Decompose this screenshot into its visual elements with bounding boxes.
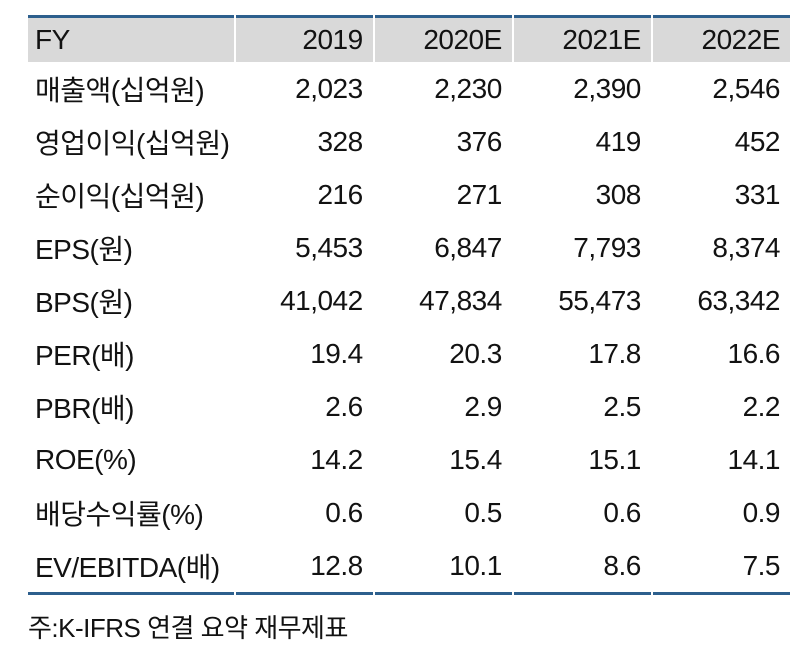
table-cell: 216 — [235, 168, 373, 221]
column-header-2019: 2019 — [235, 15, 373, 62]
column-header-2021e: 2021E — [513, 15, 651, 62]
table-cell: 7,793 — [513, 221, 651, 274]
table-cell: 2,023 — [235, 62, 373, 115]
table-cell: 2.5 — [513, 380, 651, 433]
table-row-bps: BPS(원) 41,042 47,834 55,473 63,342 — [28, 274, 790, 327]
table-cell: 12.8 — [235, 539, 373, 595]
table-cell: 2.6 — [235, 380, 373, 433]
table-cell: 331 — [652, 168, 790, 221]
column-header-fy: FY — [28, 15, 234, 62]
table-cell: 8,374 — [652, 221, 790, 274]
table-cell: 452 — [652, 115, 790, 168]
table-cell: 20.3 — [374, 327, 512, 380]
table-footnote: 주:K-IFRS 연결 요약 재무제표 — [28, 613, 348, 643]
table-cell: 5,453 — [235, 221, 373, 274]
table-cell: 7.5 — [652, 539, 790, 595]
table-cell: 0.9 — [652, 486, 790, 539]
row-label: EPS(원) — [28, 221, 234, 274]
table-cell: 63,342 — [652, 274, 790, 327]
column-header-2020e: 2020E — [374, 15, 512, 62]
table-cell: 2,546 — [652, 62, 790, 115]
table-cell: 15.1 — [513, 433, 651, 486]
row-label: EV/EBITDA(배) — [28, 539, 234, 595]
table-cell: 0.6 — [513, 486, 651, 539]
table-cell: 0.6 — [235, 486, 373, 539]
table-cell: 19.4 — [235, 327, 373, 380]
row-label: BPS(원) — [28, 274, 234, 327]
table-cell: 419 — [513, 115, 651, 168]
table-cell: 376 — [374, 115, 512, 168]
table-row-revenue: 매출액(십억원) 2,023 2,230 2,390 2,546 — [28, 62, 790, 115]
table-row-roe: ROE(%) 14.2 15.4 15.1 14.1 — [28, 433, 790, 486]
table-row-dividend-yield: 배당수익률(%) 0.6 0.5 0.6 0.9 — [28, 486, 790, 539]
table-cell: 6,847 — [374, 221, 512, 274]
table-cell: 0.5 — [374, 486, 512, 539]
financial-summary-table: FY 2019 2020E 2021E 2022E 매출액(십억원) 2,023… — [26, 15, 792, 595]
table-row-ev-ebitda: EV/EBITDA(배) 12.8 10.1 8.6 7.5 — [28, 539, 790, 595]
row-label: 매출액(십억원) — [28, 62, 234, 115]
row-label: PER(배) — [28, 327, 234, 380]
table-cell: 55,473 — [513, 274, 651, 327]
row-label: PBR(배) — [28, 380, 234, 433]
table-cell: 16.6 — [652, 327, 790, 380]
table-cell: 14.1 — [652, 433, 790, 486]
table-row-per: PER(배) 19.4 20.3 17.8 16.6 — [28, 327, 790, 380]
table-row-eps: EPS(원) 5,453 6,847 7,793 8,374 — [28, 221, 790, 274]
row-label: 순이익(십억원) — [28, 168, 234, 221]
table-cell: 47,834 — [374, 274, 512, 327]
table-cell: 2.2 — [652, 380, 790, 433]
table-row-pbr: PBR(배) 2.6 2.9 2.5 2.2 — [28, 380, 790, 433]
table-cell: 14.2 — [235, 433, 373, 486]
row-label: ROE(%) — [28, 433, 234, 486]
table-cell: 41,042 — [235, 274, 373, 327]
table-cell: 2,230 — [374, 62, 512, 115]
table-row-operating-profit: 영업이익(십억원) 328 376 419 452 — [28, 115, 790, 168]
table-cell: 2,390 — [513, 62, 651, 115]
table-cell: 17.8 — [513, 327, 651, 380]
table-cell: 2.9 — [374, 380, 512, 433]
table-cell: 15.4 — [374, 433, 512, 486]
row-label: 배당수익률(%) — [28, 486, 234, 539]
table-cell: 308 — [513, 168, 651, 221]
table-row-net-profit: 순이익(십억원) 216 271 308 331 — [28, 168, 790, 221]
table-cell: 8.6 — [513, 539, 651, 595]
table-cell: 10.1 — [374, 539, 512, 595]
table-cell: 328 — [235, 115, 373, 168]
table-header-row: FY 2019 2020E 2021E 2022E — [28, 15, 790, 62]
row-label: 영업이익(십억원) — [28, 115, 234, 168]
column-header-2022e: 2022E — [652, 15, 790, 62]
table-cell: 271 — [374, 168, 512, 221]
